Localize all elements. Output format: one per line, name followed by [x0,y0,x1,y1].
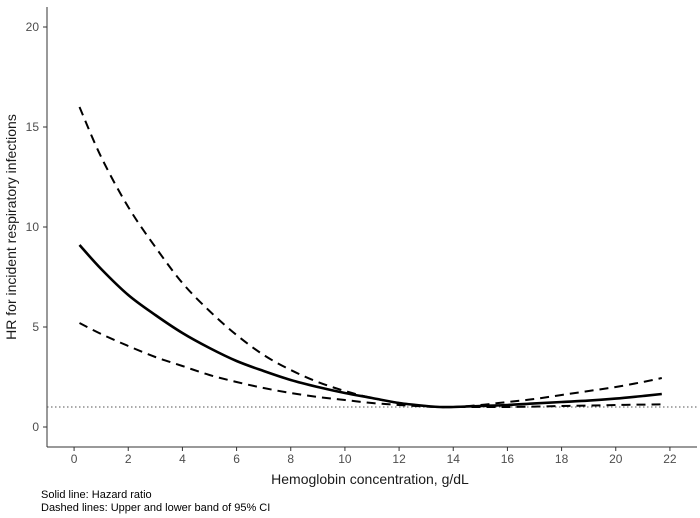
x-tick-label: 6 [233,452,240,466]
x-axis-label: Hemoglobin concentration, g/dL [271,471,469,487]
x-tick-label: 10 [338,452,352,466]
legend-note-solid: Solid line: Hazard ratio [41,489,152,501]
y-tick-label: 5 [32,320,39,334]
ci-upper-line [78,106,662,409]
x-tick-label: 8 [287,452,294,466]
hazard-ratio-line [78,244,662,409]
y-tick-label: 20 [26,20,40,34]
y-tick-label: 15 [26,120,40,134]
x-tick-label: 22 [663,452,677,466]
x-tick-label: 16 [501,452,515,466]
x-tick-label: 14 [447,452,461,466]
y-tick-label: 0 [32,420,39,434]
chart-marks [47,106,697,409]
y-axis-label: HR for incident respiratory infections [3,114,19,340]
x-tick-label: 18 [555,452,569,466]
axes: 0 2 4 6 8 10 12 14 16 18 20 22 0 5 10 15 20 [26,7,697,466]
x-tick-label: 12 [392,452,406,466]
x-tick-label: 0 [71,452,78,466]
x-tick-label: 4 [179,452,186,466]
x-tick-label: 2 [125,452,132,466]
legend-note-dashed: Dashed lines: Upper and lower band of 95… [41,502,271,514]
x-tick-label: 20 [609,452,623,466]
ci-lower-line [79,322,662,409]
y-tick-label: 10 [26,220,40,234]
